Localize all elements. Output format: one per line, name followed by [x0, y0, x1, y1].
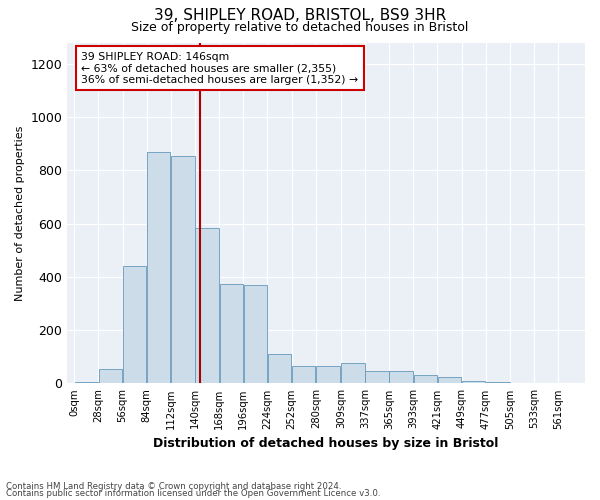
- Bar: [438, 377, 461, 384]
- Bar: [316, 366, 340, 384]
- Bar: [268, 354, 291, 384]
- Bar: [486, 382, 509, 384]
- Bar: [171, 156, 194, 384]
- Bar: [341, 364, 365, 384]
- Bar: [365, 372, 389, 384]
- Text: Contains public sector information licensed under the Open Government Licence v3: Contains public sector information licen…: [6, 490, 380, 498]
- Bar: [220, 284, 243, 384]
- Bar: [413, 375, 437, 384]
- Text: 39 SHIPLEY ROAD: 146sqm
← 63% of detached houses are smaller (2,355)
36% of semi: 39 SHIPLEY ROAD: 146sqm ← 63% of detache…: [81, 52, 358, 85]
- X-axis label: Distribution of detached houses by size in Bristol: Distribution of detached houses by size …: [154, 437, 499, 450]
- Bar: [292, 366, 316, 384]
- Bar: [147, 152, 170, 384]
- Y-axis label: Number of detached properties: Number of detached properties: [15, 126, 25, 300]
- Bar: [196, 228, 219, 384]
- Bar: [462, 381, 485, 384]
- Text: Size of property relative to detached houses in Bristol: Size of property relative to detached ho…: [131, 21, 469, 34]
- Bar: [74, 382, 98, 384]
- Bar: [123, 266, 146, 384]
- Bar: [99, 369, 122, 384]
- Bar: [389, 372, 413, 384]
- Bar: [510, 383, 534, 384]
- Text: 39, SHIPLEY ROAD, BRISTOL, BS9 3HR: 39, SHIPLEY ROAD, BRISTOL, BS9 3HR: [154, 8, 446, 22]
- Bar: [244, 285, 267, 384]
- Text: Contains HM Land Registry data © Crown copyright and database right 2024.: Contains HM Land Registry data © Crown c…: [6, 482, 341, 491]
